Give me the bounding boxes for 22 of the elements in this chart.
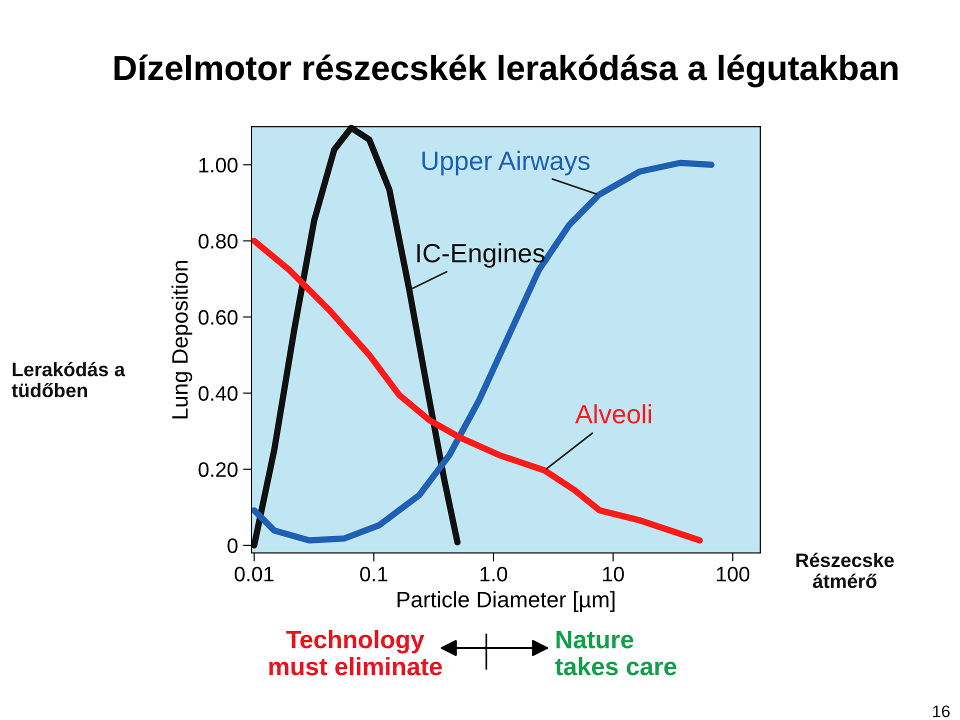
x-tick-label: 100 <box>716 566 750 582</box>
x-tick-label: 1.0 <box>480 566 508 582</box>
series-label: Upper Airways <box>422 150 590 176</box>
y-tick-label: 0.80 <box>198 234 238 249</box>
text: Alveoli <box>575 404 652 424</box>
series-label: IC-Engines <box>417 243 544 268</box>
chart-title: Dízelmotor részecskék lerakódása a légutakban <box>114 54 898 88</box>
x-tick-label: 0.1 <box>360 566 388 582</box>
y-tick-label: 1.00 <box>199 158 238 173</box>
x-axis-title: Particle Diameter [µm] <box>398 591 614 612</box>
text: Nature takes care <box>555 631 676 676</box>
y-tick-label: 0.40 <box>198 386 238 401</box>
x-tick-label: 10 <box>603 566 624 582</box>
x-tick-label: 0.01 <box>234 566 274 582</box>
text: Részecske átmérő <box>796 552 894 588</box>
text: Lerakódás a tüdőben <box>12 362 126 398</box>
text: Technology must eliminate <box>269 630 442 676</box>
y-tick-label: 0 <box>228 538 238 554</box>
y-axis-title: Lung Deposition <box>172 260 192 418</box>
y-tick-label: 0.60 <box>198 310 238 325</box>
y-tick-label: 0.20 <box>198 462 238 477</box>
text: 16 <box>933 705 950 718</box>
